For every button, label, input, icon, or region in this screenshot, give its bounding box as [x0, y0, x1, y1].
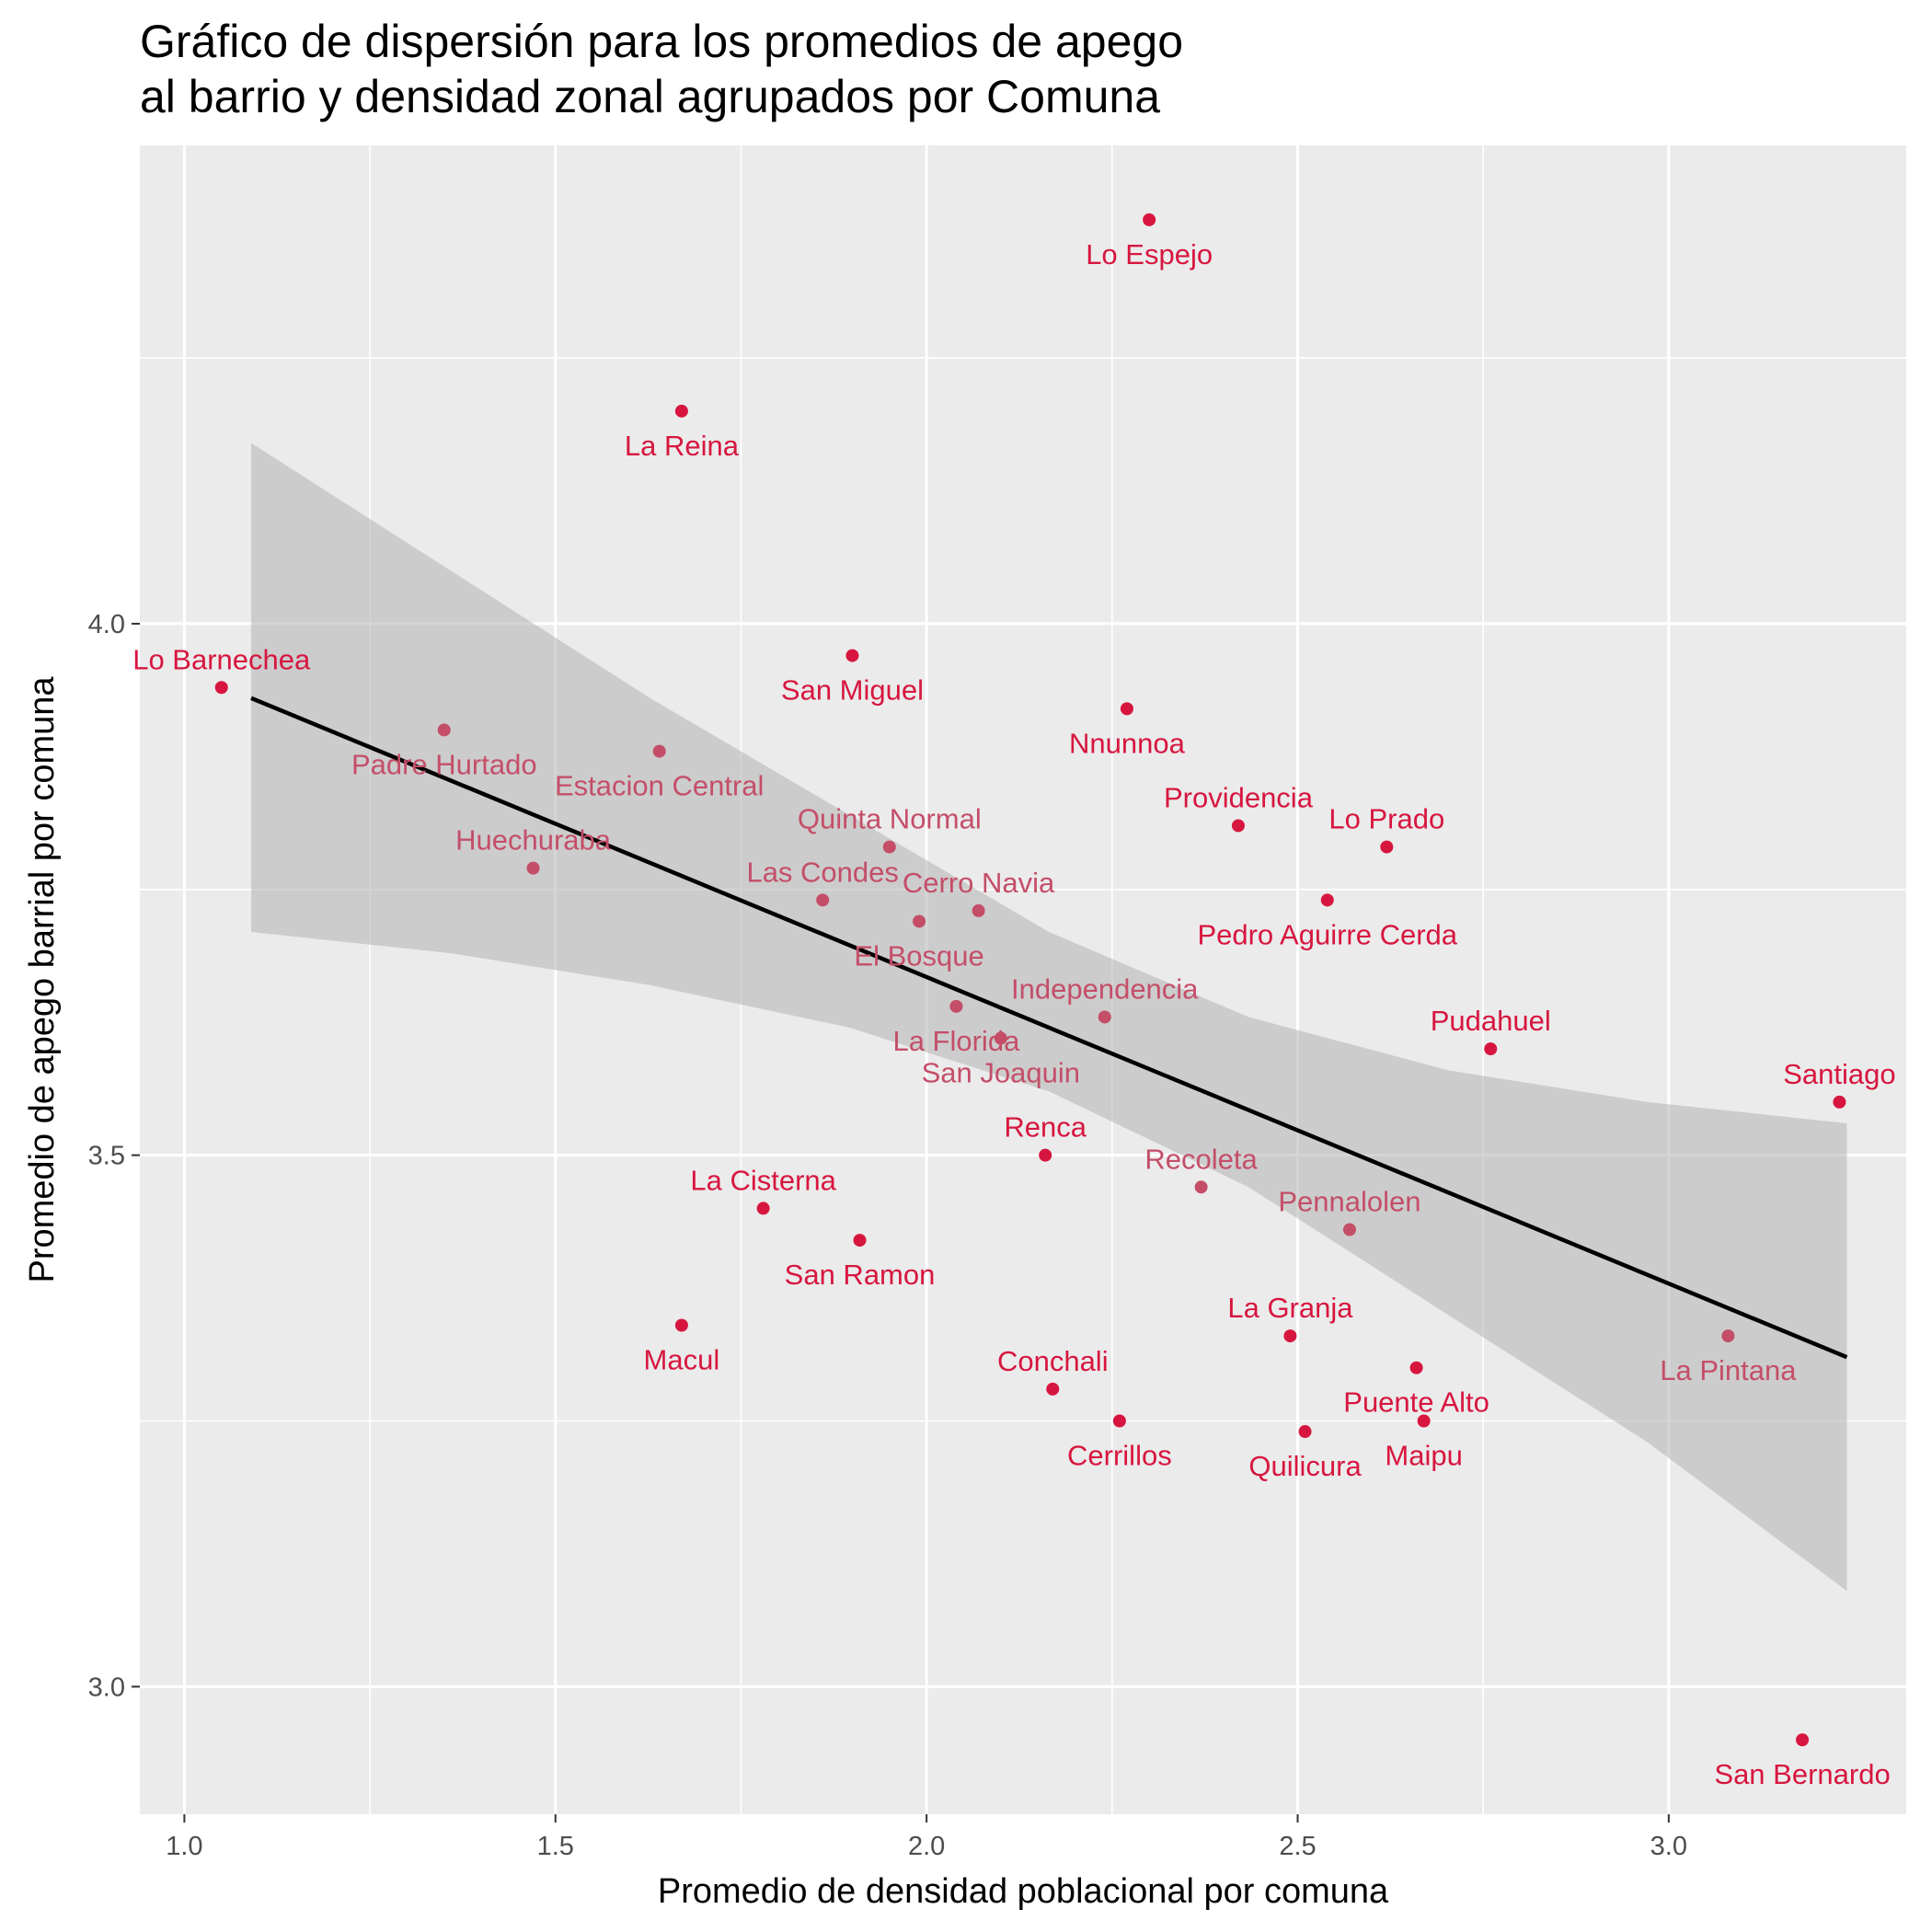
trend-line	[250, 696, 1848, 1360]
data-point	[674, 404, 688, 418]
point-label: La Cisterna	[690, 1164, 836, 1196]
y-tick-label: 4.0	[88, 610, 125, 639]
point-label: Cerrillos	[1067, 1439, 1172, 1471]
y-tick-label: 3.0	[88, 1673, 125, 1702]
point-label: La Florida	[892, 1025, 1020, 1057]
data-point	[1342, 1223, 1356, 1236]
data-point	[972, 903, 985, 917]
data-point	[1194, 1180, 1208, 1194]
x-axis-title: Promedio de densidad poblacional por com…	[658, 1872, 1389, 1911]
point-label: La Pintana	[1660, 1354, 1797, 1386]
y-axis-title: Promedio de apego barrial por comuna	[23, 676, 62, 1283]
data-point	[1721, 1329, 1735, 1343]
data-point	[437, 723, 451, 737]
data-point	[1283, 1329, 1297, 1343]
point-label: Puente Alto	[1343, 1386, 1489, 1419]
point-label: Estacion Central	[555, 770, 764, 802]
point-label: Renca	[1004, 1111, 1087, 1144]
point-label: Pennalolen	[1278, 1186, 1420, 1218]
point-label: San Ramon	[785, 1259, 936, 1291]
point-label: Lo Espejo	[1086, 238, 1213, 270]
point-label: Independencia	[1011, 972, 1199, 1005]
point-label: Cerro Navia	[903, 867, 1055, 899]
data-point	[1320, 893, 1334, 907]
data-point	[949, 999, 963, 1013]
data-point	[1231, 819, 1245, 833]
data-point	[1298, 1425, 1312, 1439]
data-point	[526, 861, 540, 875]
axes: 1.0 1.5 2.0 2.5 3.0 3.0 3.5 4.0	[88, 610, 1687, 1861]
y-tick-label: 3.5	[88, 1142, 125, 1171]
point-label: Pudahuel	[1431, 1005, 1551, 1037]
point-label: Huechuraba	[455, 824, 612, 857]
data-point	[1409, 1361, 1423, 1374]
x-tick-label: 2.5	[1279, 1832, 1316, 1861]
data-point	[1112, 1414, 1126, 1428]
x-tick-label: 1.5	[537, 1832, 574, 1861]
data-points	[214, 213, 1846, 1747]
confidence-band-group	[251, 443, 1847, 1592]
data-point	[1120, 702, 1133, 716]
point-label: Pedro Aguirre Cerda	[1197, 918, 1457, 950]
chart-title-line: Gráfico de dispersión para los promedios…	[140, 16, 1183, 67]
data-point	[1098, 1010, 1111, 1024]
point-label: El Bosque	[854, 939, 983, 972]
data-point	[1143, 213, 1156, 226]
data-point	[1417, 1414, 1431, 1428]
point-label: Providencia	[1164, 781, 1314, 813]
point-label: Quinta Normal	[798, 803, 982, 835]
data-point	[1380, 840, 1394, 854]
x-tick-label: 2.0	[908, 1832, 945, 1861]
data-point	[1046, 1382, 1060, 1396]
data-point	[1833, 1095, 1846, 1109]
data-point	[994, 1031, 1007, 1045]
data-point	[1484, 1042, 1498, 1056]
x-tick-label: 1.0	[166, 1832, 202, 1861]
point-label: San Joaquin	[922, 1057, 1080, 1089]
data-point	[882, 840, 896, 854]
data-point	[816, 893, 830, 907]
point-label: Padre Hurtado	[351, 748, 537, 780]
point-label: Las Condes	[746, 856, 898, 888]
data-point	[1039, 1148, 1052, 1162]
confidence-band	[251, 443, 1847, 1592]
point-label: La Reina	[625, 430, 740, 462]
data-point	[214, 681, 228, 695]
point-label: Lo Barnechea	[132, 643, 311, 675]
data-point	[913, 914, 926, 928]
point-label: Conchali	[997, 1345, 1109, 1377]
point-label: San Miguel	[781, 674, 924, 707]
point-label: Quilicura	[1248, 1450, 1362, 1482]
data-point	[845, 649, 859, 662]
data-point	[1796, 1733, 1810, 1747]
point-label: Nnunnoa	[1069, 727, 1186, 759]
data-point	[674, 1318, 688, 1332]
point-label: Recoleta	[1144, 1143, 1258, 1175]
chart-title: Gráfico de dispersión para los promedios…	[140, 16, 1183, 122]
point-label: Lo Prado	[1328, 803, 1444, 835]
x-tick-label: 3.0	[1650, 1832, 1687, 1861]
data-point	[756, 1202, 770, 1215]
point-label: Maipu	[1385, 1439, 1462, 1471]
trend-line-group	[250, 696, 1848, 1360]
point-labels: Lo Espejo La Reina Lo Barnechea San Miguel N…	[132, 238, 1895, 1790]
point-label: La Granja	[1227, 1292, 1353, 1324]
point-label: Macul	[644, 1344, 720, 1376]
chart-title-line: al barrio y densidad zonal agrupados por…	[140, 71, 1160, 122]
data-point	[652, 744, 666, 758]
data-point	[853, 1234, 867, 1248]
point-label: Santiago	[1783, 1058, 1895, 1090]
point-label: San Bernardo	[1714, 1758, 1890, 1790]
